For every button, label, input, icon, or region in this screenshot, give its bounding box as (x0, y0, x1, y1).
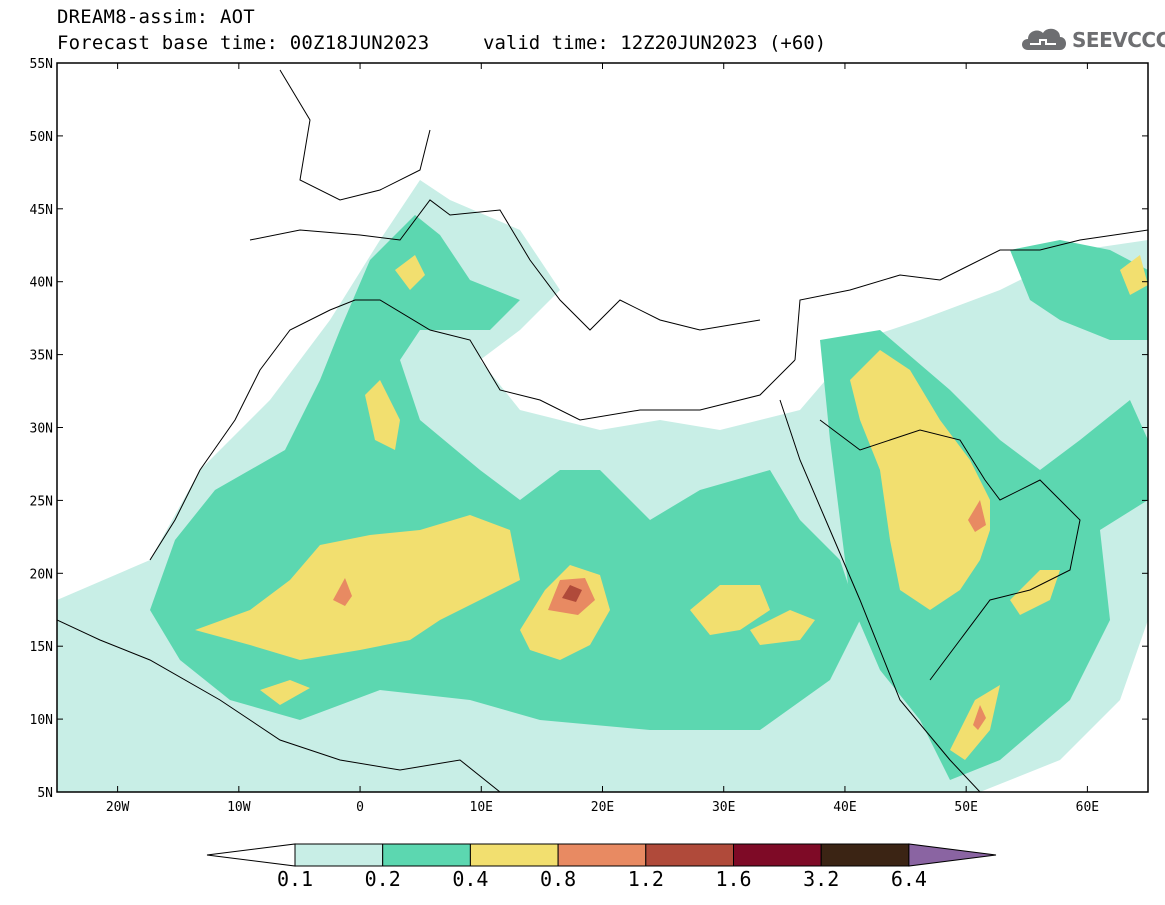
map-title: DREAM8-assim: AOT (57, 6, 255, 28)
lat-label: 45N (30, 203, 53, 218)
lat-label: 30N (30, 422, 53, 437)
lat-label: 5N (37, 786, 53, 801)
lon-label: 40E (833, 800, 856, 815)
aot-level-0.4 (195, 255, 1148, 760)
colorbar-label: 0.1 (277, 867, 313, 891)
colorbar-segment (645, 843, 734, 867)
latitude-labels: 55N 50N 45N 40N 35N 30N 25N 20N 15N 10N 5N (30, 57, 1148, 801)
colorbar-segment (733, 843, 822, 867)
lat-label: 15N (30, 640, 53, 655)
colorbar-segment (820, 843, 910, 867)
colorbar-under-triangle (206, 843, 296, 867)
logo-text: SEEVCCC (1072, 28, 1165, 52)
lon-label: 20W (106, 800, 130, 815)
colorbar-label: 3.2 (803, 867, 839, 891)
lon-label: 30E (712, 800, 735, 815)
seevccc-logo: SEEVCCC (1018, 22, 1165, 58)
colorbar-segment (557, 843, 647, 867)
longitude-labels: 20W 10W 0 10E 20E 30E 40E 50E 60E (106, 63, 1099, 815)
lon-label: 20E (591, 800, 614, 815)
lon-label: 50E (954, 800, 977, 815)
colorbar-label: 0.2 (365, 867, 401, 891)
lon-label: 0 (356, 800, 364, 815)
colorbar-label: 1.2 (628, 867, 664, 891)
lon-label: 60E (1076, 800, 1099, 815)
lat-label: 20N (30, 567, 53, 582)
coastlines (57, 69, 1148, 792)
cloud-logo-icon (1022, 28, 1066, 50)
colorbar-segment (294, 843, 384, 867)
forecast-base-time: Forecast base time: 00Z18JUN2023 (57, 32, 430, 54)
lon-label: 10W (227, 800, 251, 815)
lat-label: 50N (30, 130, 53, 145)
colorbar-segment (382, 843, 471, 867)
lat-label: 25N (30, 494, 53, 509)
colorbar-label: 0.8 (540, 867, 576, 891)
colorbar-label: 1.6 (715, 867, 751, 891)
lat-label: 55N (30, 57, 53, 72)
lat-label: 10N (30, 713, 53, 728)
colorbar: 0.1 0.2 0.4 0.8 1.2 1.6 3.2 6.4 (206, 843, 997, 891)
lat-label: 40N (30, 276, 53, 291)
lon-label: 10E (470, 800, 493, 815)
lat-label: 35N (30, 349, 53, 364)
colorbar-label: 6.4 (891, 867, 927, 891)
colorbar-segment (469, 843, 559, 867)
aot-level-1.2 (562, 585, 582, 602)
colorbar-over-triangle (908, 843, 997, 867)
colorbar-label: 0.4 (452, 867, 488, 891)
valid-time: valid time: 12Z20JUN2023 (+60) (483, 32, 827, 54)
